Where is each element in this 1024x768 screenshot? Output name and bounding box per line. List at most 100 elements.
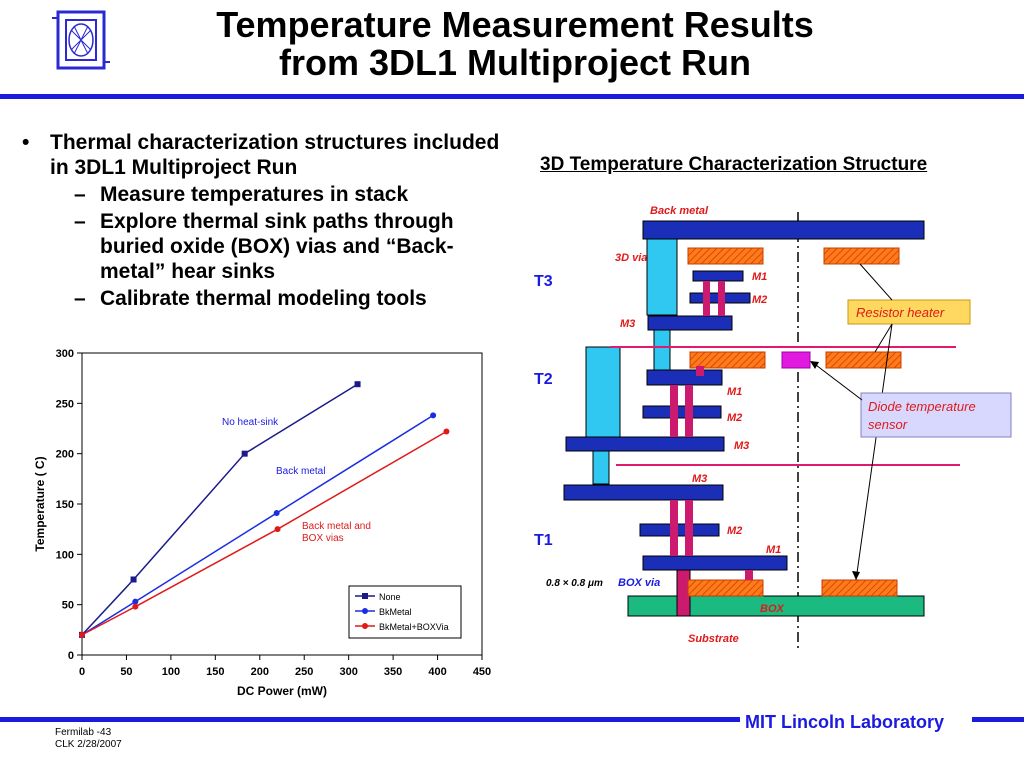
series-line: [81, 430, 447, 636]
y-tick-label: 50: [62, 600, 74, 612]
y-tick-label: 250: [56, 398, 74, 410]
sub-bullet: – Measure temperatures in stack: [22, 182, 502, 207]
sub-bullet-text: Calibrate thermal modeling tools: [100, 287, 427, 310]
pointer-arrow: [811, 361, 863, 401]
header-rule: [0, 94, 1024, 99]
arrowhead-icon: [852, 571, 860, 580]
m3-label: M3: [620, 318, 635, 330]
metal-m3: [646, 369, 723, 386]
legend-label: BkMetal: [379, 607, 412, 617]
diode-sensor: [781, 351, 811, 369]
chart-annotation: BOX vias: [302, 533, 344, 544]
series-line: [81, 383, 358, 636]
bullet-dot-icon: •: [22, 131, 30, 154]
resistor-heater-label: Resistor heater: [856, 305, 945, 320]
m3-label: M3: [734, 440, 749, 452]
data-point: [354, 381, 361, 388]
contact-via: [745, 570, 753, 580]
x-tick-label: 200: [251, 666, 269, 678]
tier-t3-label: T3: [534, 273, 553, 290]
dash-icon: –: [74, 210, 86, 233]
data-point: [274, 526, 281, 533]
diode-sensor-label-2: sensor: [868, 417, 908, 432]
footer-lab-name: MIT Lincoln Laboratory: [745, 712, 945, 732]
back-metal-label: Back metal: [650, 205, 709, 217]
metal-m3: [563, 484, 724, 501]
m2-label: M2: [752, 294, 767, 306]
metal-m2: [639, 523, 720, 537]
footer-id-line2: CLK 2/28/2007: [55, 739, 122, 750]
y-tick-label: 100: [56, 549, 74, 561]
x-tick-label: 400: [428, 666, 446, 678]
legend-marker: [362, 623, 368, 629]
metal-m3: [565, 436, 725, 452]
x-tick-label: 300: [339, 666, 357, 678]
metal-m3: [647, 315, 733, 331]
bullet-list: • Thermal characterization structures in…: [22, 130, 502, 311]
y-axis-label: Temperature ( C): [33, 456, 47, 551]
tier-t2-label: T2: [534, 371, 553, 388]
contact-via: [718, 281, 725, 316]
data-point: [430, 412, 437, 419]
data-point: [273, 510, 280, 517]
footer-id-line1: Fermilab -43: [55, 727, 112, 738]
resistor-heater: [689, 351, 766, 369]
back-metal-layer: [642, 220, 925, 240]
data-point: [241, 450, 248, 457]
legend-label: None: [379, 592, 401, 602]
diagram-title: 3D Temperature Characterization Structur…: [540, 154, 928, 175]
3d-via: [653, 329, 671, 371]
3d-via: [646, 238, 678, 316]
resistor-heater: [821, 579, 898, 597]
legend-marker: [362, 593, 368, 599]
legend-marker: [362, 608, 368, 614]
y-tick-label: 300: [56, 348, 74, 360]
data-point: [132, 598, 139, 605]
chart-annotation: Back metal and: [302, 521, 371, 532]
x-tick-label: 100: [162, 666, 180, 678]
resistor-heater: [823, 247, 900, 265]
contact-via: [670, 500, 678, 556]
dash-icon: –: [74, 287, 86, 310]
legend-label: BkMetal+BOXVia: [379, 622, 449, 632]
x-axis-label: DC Power (mW): [237, 684, 327, 698]
diode-sensor-label-1: Diode temperature: [868, 399, 976, 414]
data-point: [130, 576, 137, 583]
footer-ids: Fermilab -43 CLK 2/28/2007: [55, 727, 122, 751]
m1-label: M1: [766, 544, 781, 556]
box-via-label: BOX via: [618, 577, 660, 589]
m1-label: M1: [752, 271, 767, 283]
slide-title-line1: Temperature Measurement Results: [216, 4, 814, 45]
structure-diagram: BOX Substrate 0.8 × 0.8 μm BOX via Back …: [534, 205, 1012, 652]
y-tick-label: 150: [56, 499, 74, 511]
m1-label: M1: [727, 386, 742, 398]
resistor-heater: [825, 351, 902, 369]
arrowhead-icon: [810, 361, 819, 369]
3d-via: [585, 346, 621, 438]
resistor-heater: [687, 247, 764, 265]
resistor-heater-callout: [847, 299, 971, 325]
pointer-arrow: [874, 323, 893, 353]
pointer-arrow: [855, 323, 893, 581]
slide-title: Temperature Measurement Results from 3DL…: [150, 6, 880, 82]
substrate-layer: [627, 595, 925, 617]
y-tick-label: 200: [56, 449, 74, 461]
resistor-heater: [687, 579, 764, 597]
m3-label: M3: [692, 473, 707, 485]
sub-bullet-text: Explore thermal sink paths through burie…: [100, 210, 454, 283]
bullet-main-text: Thermal characterization structures incl…: [50, 131, 500, 179]
temperature-chart: 0 50 100 150 200 250 300 350 400 450 0 50 100 150 200 2…: [33, 348, 491, 698]
metal-m1: [642, 405, 722, 419]
x-tick-label: 250: [295, 666, 313, 678]
diode-sensor-callout: [860, 392, 1012, 438]
y-tick-label: 0: [68, 650, 74, 662]
data-point: [79, 631, 85, 638]
box-via-size-label: 0.8 × 0.8 μm: [546, 578, 603, 589]
x-tick-label: 150: [206, 666, 224, 678]
contact-via: [685, 385, 693, 437]
dash-icon: –: [74, 183, 86, 206]
contact-via: [670, 385, 678, 437]
x-tick-label: 50: [120, 666, 132, 678]
sub-bullet: – Calibrate thermal modeling tools: [22, 286, 502, 311]
bullet-main: • Thermal characterization structures in…: [22, 130, 502, 180]
